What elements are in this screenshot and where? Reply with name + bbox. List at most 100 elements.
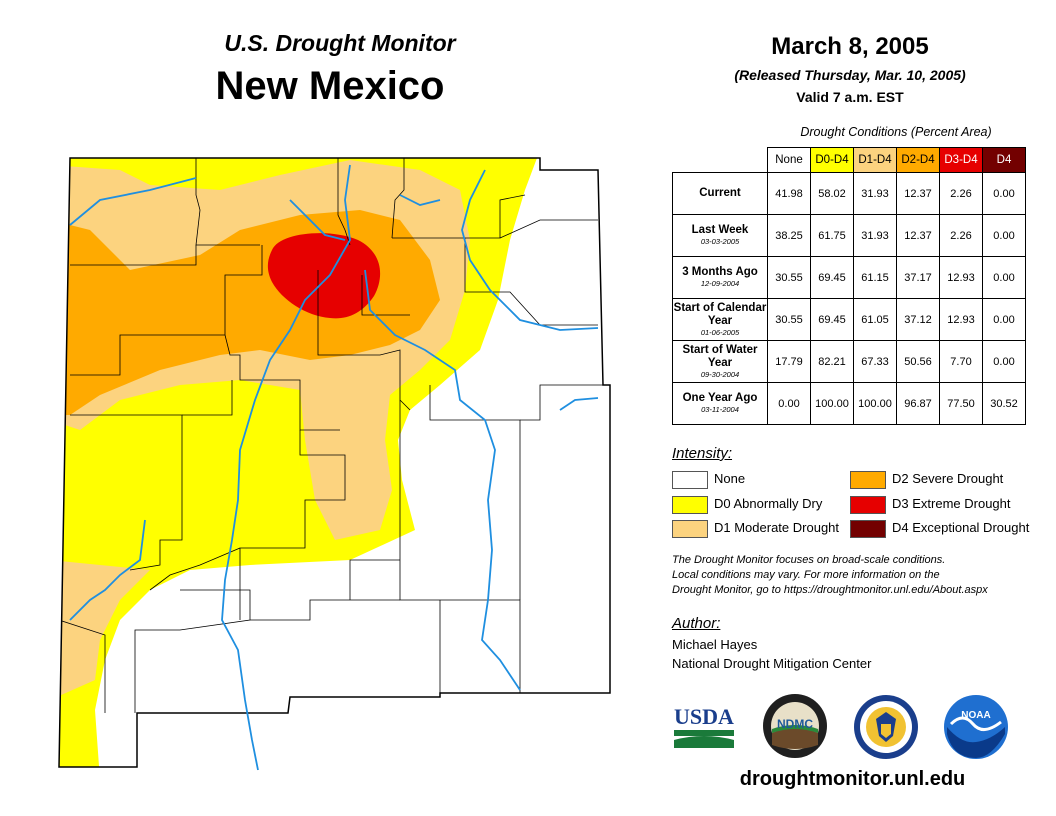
valid-time: Valid 7 a.m. EST xyxy=(796,89,904,105)
table-header-row: None D0-D4 D1-D4 D2-D4 D3-D4 D4 xyxy=(673,147,1026,173)
gila-river xyxy=(69,519,146,621)
map-title: U.S. Drought Monitor xyxy=(224,30,456,56)
state-name: New Mexico xyxy=(215,64,445,108)
note-line: The Drought Monitor focuses on broad-sca… xyxy=(672,554,946,566)
commerce-seal-logo xyxy=(854,695,918,759)
table-cell: 41.98 xyxy=(767,172,811,215)
table-cell: 12.93 xyxy=(939,256,983,299)
legend-item-d3: D3 Extreme Drought xyxy=(850,495,1011,514)
svg-text:NDMC: NDMC xyxy=(777,717,813,731)
table-cell: 17.79 xyxy=(767,340,811,383)
author-title: Author: xyxy=(672,615,721,632)
header-d2-d4: D2-D4 xyxy=(896,147,940,173)
header-blank xyxy=(673,148,768,173)
table-cell: 2.26 xyxy=(939,172,983,215)
legend-item-d0: D0 Abnormally Dry xyxy=(672,495,822,514)
ndmc-logo: NDMC xyxy=(763,694,827,758)
legend-item-d1: D1 Moderate Drought xyxy=(672,519,839,538)
table-cell: 0.00 xyxy=(982,214,1026,257)
table-cell: 77.50 xyxy=(939,382,983,425)
san-juan-river xyxy=(69,177,197,226)
state-outline xyxy=(58,157,611,768)
table-cell: 100.00 xyxy=(853,382,897,425)
table-cell: 69.45 xyxy=(810,298,854,341)
legend-swatch xyxy=(850,470,886,489)
county-boundaries xyxy=(59,158,603,713)
table-cell: 31.93 xyxy=(853,214,897,257)
pecos-river xyxy=(364,269,521,691)
header-d4: D4 xyxy=(982,147,1026,173)
canadian-river xyxy=(461,169,599,331)
svg-text:USDA: USDA xyxy=(674,704,734,729)
table-cell: 2.26 xyxy=(939,214,983,257)
rivers xyxy=(69,164,599,771)
legend-swatch xyxy=(672,495,708,514)
table-cell: 7.70 xyxy=(939,340,983,383)
drought-conditions-table: None D0-D4 D1-D4 D2-D4 D3-D4 D4 Current … xyxy=(672,147,1026,425)
header-d3-d4: D3-D4 xyxy=(939,147,983,173)
table-cell: 96.87 xyxy=(896,382,940,425)
table-cell: 82.21 xyxy=(810,340,854,383)
table-cell: 61.15 xyxy=(853,256,897,299)
report-date: March 8, 2005 xyxy=(771,33,929,60)
drought-map xyxy=(58,157,611,771)
table-row: 3 Months Ago 12-09-2004 30.55 69.45 61.15… xyxy=(672,256,1026,299)
author-name: Michael Hayes xyxy=(672,637,758,652)
row-label: Current xyxy=(672,172,768,215)
release-date: (Released Thursday, Mar. 10, 2005) xyxy=(734,67,966,83)
table-cell: 12.93 xyxy=(939,298,983,341)
header-d0-d4: D0-D4 xyxy=(810,147,854,173)
table-cell: 12.37 xyxy=(896,172,940,215)
table-cell: 100.00 xyxy=(810,382,854,425)
header-none: None xyxy=(767,147,811,173)
row-date: 03-11-2004 xyxy=(701,405,739,414)
table-row: Current 41.98 58.02 31.93 12.37 2.26 0.0… xyxy=(672,172,1026,215)
row-date: 03-03-2005 xyxy=(700,237,740,246)
legend-title: Intensity: xyxy=(672,445,733,462)
noaa-logo: NOAA xyxy=(944,695,1008,759)
row-label: 3 Months Ago 12-09-2004 xyxy=(672,256,768,299)
table-cell: 30.55 xyxy=(767,298,811,341)
table-cell: 30.55 xyxy=(767,256,811,299)
table-cell: 38.25 xyxy=(767,214,811,257)
row-label: Start of Water Year 09-30-2004 xyxy=(672,340,768,383)
legend-item-d2: D2 Severe Drought xyxy=(850,470,1003,489)
row-label: Last Week 03-03-2005 xyxy=(672,214,768,257)
table-cell: 0.00 xyxy=(982,340,1026,383)
table-cell: 0.00 xyxy=(982,256,1026,299)
table-cell: 0.00 xyxy=(982,172,1026,215)
table-row: Start of Calendar Year 01-06-2005 30.55 6… xyxy=(672,298,1026,341)
disclaimer-note: The Drought Monitor focuses on broad-sca… xyxy=(672,553,1042,598)
table-cell: 69.45 xyxy=(810,256,854,299)
rio-grande-river xyxy=(221,164,351,771)
author-org: National Drought Mitigation Center xyxy=(672,656,872,671)
row-label: One Year Ago 03-11-2004 xyxy=(672,382,768,425)
website-url[interactable]: droughtmonitor.unl.edu xyxy=(739,768,966,790)
note-line: Drought Monitor, go to https://droughtmo… xyxy=(672,584,988,596)
table-cell: 37.12 xyxy=(896,298,940,341)
legend-item-d4: D4 Exceptional Drought xyxy=(850,519,1029,538)
table-row: Last Week 03-03-2005 38.25 61.75 31.93 12… xyxy=(672,214,1026,257)
row-date: 01-06-2005 xyxy=(700,327,740,337)
legend-swatch xyxy=(850,495,886,514)
table-cell: 31.93 xyxy=(853,172,897,215)
table-cell: 0.00 xyxy=(982,298,1026,341)
table-cell: 67.33 xyxy=(853,340,897,383)
table-cell: 61.75 xyxy=(810,214,854,257)
note-line: Local conditions may vary. For more info… xyxy=(672,569,940,581)
table-cell: 12.37 xyxy=(896,214,940,257)
table-cell: 37.17 xyxy=(896,256,940,299)
table-cell: 58.02 xyxy=(810,172,854,215)
legend-swatch xyxy=(672,519,708,538)
header-d1-d4: D1-D4 xyxy=(853,147,897,173)
legend-swatch xyxy=(672,470,708,489)
table-caption: Drought Conditions (Percent Area) xyxy=(800,125,992,139)
table-row: Start of Water Year 09-30-2004 17.79 82.2… xyxy=(672,340,1026,383)
d1-moderate-drought-area-sw xyxy=(59,560,150,700)
legend-item-none: None xyxy=(672,470,745,489)
table-cell: 50.56 xyxy=(896,340,940,383)
row-date: 12-09-2004 xyxy=(700,279,740,288)
row-date: 09-30-2004 xyxy=(700,369,740,379)
table-cell: 30.52 xyxy=(982,382,1026,425)
legend-swatch xyxy=(850,519,886,538)
